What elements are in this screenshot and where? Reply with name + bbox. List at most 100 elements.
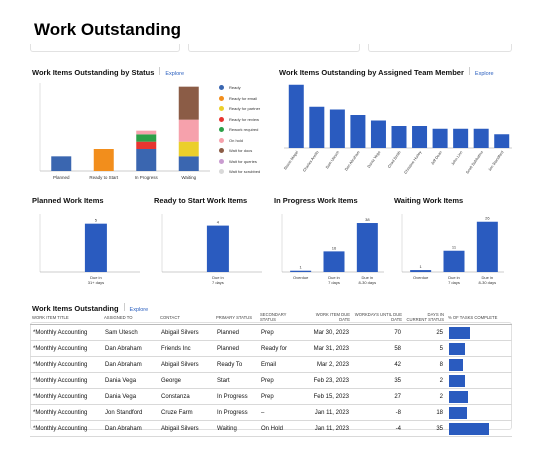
workdays-cell: 70 — [352, 324, 404, 341]
work-item-title-cell: *Monthly Accounting — [30, 324, 102, 341]
assigned-to-cell: Dania Vega — [102, 372, 158, 389]
category-label: 31+ days — [88, 280, 104, 285]
secondary-status-cell: On Hold — [258, 420, 302, 437]
team-bar — [453, 128, 469, 148]
ready-panel-title: Ready to Start Work Items — [154, 196, 248, 205]
contact-cell: Constanza — [158, 388, 214, 405]
category-label: 8-30 days — [479, 280, 497, 285]
category-label: Ready to Start — [89, 175, 119, 180]
due-date-cell: Mar 31, 2023 — [302, 340, 352, 357]
category-label: 7 days — [448, 280, 460, 285]
legend-swatch — [219, 127, 224, 132]
table-row[interactable]: *Monthly Accounting Dania Vega George Start… — [30, 372, 512, 389]
due-date-cell: Mar 2, 2023 — [302, 356, 352, 373]
assigned-to-cell: Jon Standford — [102, 404, 158, 421]
percent-complete-bar — [449, 406, 467, 419]
team-member-label: John Linn — [451, 150, 464, 166]
stacked-bar-segment — [178, 156, 199, 171]
legend-swatch — [219, 148, 224, 153]
table-row[interactable]: *Monthly Accounting Dan Abraham Abigail Si… — [30, 420, 512, 437]
percent-complete-cell — [446, 356, 512, 373]
days-in-status-cell: 5 — [404, 340, 446, 357]
top-card — [368, 44, 512, 52]
contact-cell: George — [158, 372, 214, 389]
stacked-bar-segment — [178, 141, 199, 157]
work-items-table: Work Item Title Assigned To Contact Prim… — [30, 310, 512, 437]
stacked-bar-segment — [51, 156, 72, 171]
table-row[interactable]: *Monthly Accounting Sam Utesch Abigail Sil… — [30, 324, 512, 341]
category-label: Due in — [90, 275, 102, 280]
table-row[interactable]: *Monthly Accounting Jon Standford Cruze Fa… — [30, 404, 512, 421]
legend-swatch — [219, 116, 224, 122]
table-row[interactable]: *Monthly Accounting Dan Abraham Friends In… — [30, 340, 512, 357]
work-item-title-cell: *Monthly Accounting — [30, 420, 102, 437]
column-header[interactable]: Days in Current Status — [404, 310, 446, 325]
column-header[interactable]: % of Tasks Complete — [446, 310, 512, 325]
small-bar — [84, 223, 107, 272]
category-label: Due in — [328, 275, 340, 280]
category-label: Due in — [448, 275, 460, 280]
secondary-status-cell: Prep — [258, 324, 302, 341]
secondary-status-cell: Prep — [258, 388, 302, 405]
legend-swatch — [219, 169, 224, 174]
top-card-strip — [30, 44, 512, 52]
contact-cell: Friends Inc — [158, 340, 214, 357]
table-row[interactable]: *Monthly Accounting Dania Vega Constanza In… — [30, 388, 512, 405]
column-header[interactable]: Primary Status — [214, 310, 258, 325]
team-member-label: Charles Anello — [302, 150, 319, 172]
status-chart-area: Planned Ready to Start In Progress Waiting … — [34, 75, 260, 185]
category-label: 7 days — [212, 280, 224, 285]
column-header[interactable]: Assigned To — [102, 310, 158, 325]
workdays-cell: 42 — [352, 356, 404, 373]
stacked-bar-segment — [136, 141, 157, 149]
percent-complete-bar — [449, 342, 465, 355]
bar-value-label: 5 — [95, 218, 98, 223]
waiting-panel-title: Waiting Work Items — [394, 196, 464, 205]
days-in-status-cell: 18 — [404, 404, 446, 421]
category-label: Planned — [53, 175, 70, 180]
bar-value-label: 26 — [485, 216, 490, 221]
category-label: Overdue — [293, 275, 309, 280]
column-header[interactable]: Work Item Title — [30, 310, 102, 325]
top-card — [30, 44, 180, 52]
percent-complete-bar — [449, 374, 465, 387]
column-header[interactable]: Secondary Status — [258, 310, 302, 325]
due-date-cell: Jan 11, 2023 — [302, 404, 352, 421]
contact-cell: Abigail Silvers — [158, 324, 214, 341]
small-bar — [206, 225, 229, 272]
column-header[interactable]: Contact — [158, 310, 214, 325]
team-bar — [432, 128, 448, 148]
legend-label: Wait for queries — [229, 158, 257, 164]
table-row[interactable]: *Monthly Accounting Dan Abraham Abigail Si… — [30, 356, 512, 373]
primary-status-cell: Planned — [214, 324, 258, 341]
small-bar — [476, 221, 498, 272]
team-panel-header: Work Items Outstanding by Assigned Team … — [279, 62, 494, 80]
team-bar — [391, 126, 407, 148]
team-member-label: Christine Hurley — [404, 150, 423, 175]
legend-label: Wait for docs — [229, 148, 253, 153]
team-bar — [329, 109, 345, 148]
small-bar — [410, 270, 432, 272]
column-header[interactable]: Work Item Due Date — [302, 310, 352, 325]
team-member-label: Chad Smith — [387, 150, 402, 169]
team-member-label: Stacie Mogel — [283, 150, 299, 170]
column-header[interactable]: Workdays Until Due Date — [352, 310, 404, 325]
status-legend: Ready Ready for email Ready for partner Rea… — [219, 83, 263, 183]
team-explore-link[interactable]: Explore — [474, 71, 494, 77]
stacked-bar-segment — [136, 130, 157, 135]
category-label: Waiting — [181, 175, 196, 180]
legend-label: Wait for scrubbed — [229, 169, 261, 174]
legend-label: Ready for review — [229, 116, 260, 122]
legend-label: Ready — [229, 85, 241, 90]
due-date-cell: Mar 30, 2023 — [302, 324, 352, 341]
work-item-title-cell: *Monthly Accounting — [30, 340, 102, 357]
legend-label: Rework required — [229, 127, 259, 132]
small-bar — [290, 270, 312, 272]
work-item-title-cell: *Monthly Accounting — [30, 404, 102, 421]
status-explore-link[interactable]: Explore — [165, 71, 185, 77]
days-in-status-cell: 2 — [404, 388, 446, 405]
bar-value-label: 1 — [420, 264, 423, 269]
category-label: 8-30 days — [359, 280, 377, 285]
